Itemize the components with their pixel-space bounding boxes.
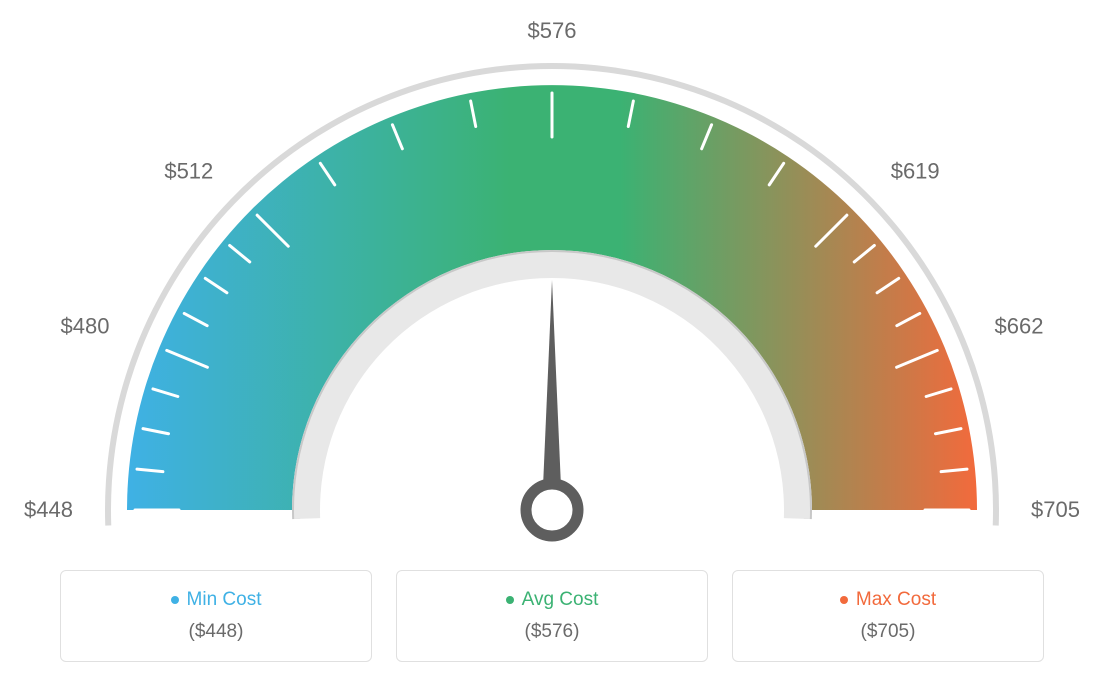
legend-label: Max Cost <box>840 589 936 611</box>
needle-hub <box>526 484 578 536</box>
legend-label-text: Min Cost <box>187 589 262 611</box>
tick-label: $705 <box>1031 497 1080 522</box>
tick-label: $619 <box>891 158 940 183</box>
tick-label: $662 <box>995 314 1044 339</box>
legend-box-min: Min Cost ($448) <box>60 570 372 662</box>
legend-value: ($576) <box>407 621 697 643</box>
legend-label-text: Max Cost <box>856 589 936 611</box>
gauge-svg: $448 $480 $512 $576 $619 $662 $705 <box>0 0 1104 560</box>
tick-label: $480 <box>61 314 110 339</box>
legend-label-text: Avg Cost <box>522 589 599 611</box>
tick-label: $448 <box>24 497 73 522</box>
legend-label: Min Cost <box>171 589 262 611</box>
tick-label: $512 <box>164 158 213 183</box>
legend-dot-icon <box>171 596 179 604</box>
gauge-needle <box>542 280 562 510</box>
legend-label: Avg Cost <box>506 589 599 611</box>
legend-row: Min Cost ($448) Avg Cost ($576) Max Cost ($70… <box>0 570 1104 662</box>
legend-box-max: Max Cost ($705) <box>732 570 1044 662</box>
legend-value: ($448) <box>71 621 361 643</box>
legend-box-avg: Avg Cost ($576) <box>396 570 708 662</box>
legend-dot-icon <box>840 596 848 604</box>
legend-dot-icon <box>506 596 514 604</box>
cost-gauge-chart: $448 $480 $512 $576 $619 $662 $705 <box>0 0 1104 560</box>
tick-label: $576 <box>528 18 577 43</box>
legend-value: ($705) <box>743 621 1033 643</box>
